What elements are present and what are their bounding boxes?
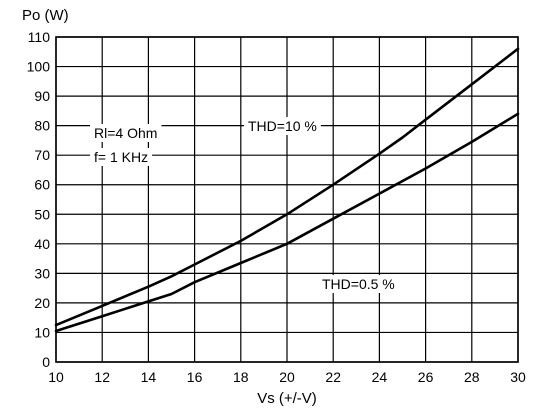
y-tick-label: 60 bbox=[34, 177, 50, 193]
x-tick-label: 20 bbox=[279, 369, 295, 385]
y-tick-label: 80 bbox=[34, 118, 50, 134]
x-tick-label: 18 bbox=[233, 369, 249, 385]
x-tick-labels: 10 12 14 16 18 20 22 24 26 28 30 bbox=[48, 369, 526, 385]
series-label-thd10-backdrop bbox=[244, 117, 321, 135]
y-tick-label: 50 bbox=[34, 206, 50, 222]
series-lines bbox=[54, 47, 520, 333]
series-line-thd10 bbox=[54, 47, 520, 327]
y-tick-labels: 0 10 20 30 40 50 60 70 80 90 100 110 bbox=[27, 29, 51, 370]
x-tick-label: 14 bbox=[141, 369, 157, 385]
y-tick-label: 100 bbox=[27, 59, 51, 75]
x-tick-label: 16 bbox=[187, 369, 203, 385]
y-tick-label: 70 bbox=[34, 147, 50, 163]
x-tick-label: 24 bbox=[372, 369, 388, 385]
grid bbox=[55, 36, 519, 363]
x-axis-title: Vs (+/-V) bbox=[257, 390, 317, 407]
x-tick-label: 12 bbox=[94, 369, 110, 385]
annotation-rl-backdrop bbox=[90, 124, 162, 142]
annotation-frequency: f= 1 KHz bbox=[94, 149, 148, 165]
x-tick-label: 28 bbox=[464, 369, 480, 385]
y-tick-label: 90 bbox=[34, 88, 50, 104]
x-tick-label: 22 bbox=[325, 369, 341, 385]
annotation-load-resistance: Rl=4 Ohm bbox=[94, 125, 157, 141]
series-line-thd05 bbox=[54, 112, 520, 333]
y-tick-label: 10 bbox=[34, 324, 50, 340]
y-tick-label: 30 bbox=[34, 265, 50, 281]
y-tick-label: 0 bbox=[42, 354, 50, 370]
plot-frame bbox=[55, 36, 519, 363]
series-label-thd05-backdrop bbox=[318, 275, 399, 293]
y-tick-label: 110 bbox=[28, 29, 51, 45]
x-tick-label: 30 bbox=[510, 369, 526, 385]
series-label-thd10: THD=10 % bbox=[248, 118, 317, 134]
y-tick-label: 20 bbox=[34, 295, 50, 311]
x-tick-label: 26 bbox=[418, 369, 434, 385]
y-tick-label: 40 bbox=[34, 236, 50, 252]
annotation-f-backdrop bbox=[90, 148, 153, 166]
y-axis-title: Po (W) bbox=[22, 7, 69, 24]
x-tick-label: 10 bbox=[48, 369, 64, 385]
series-label-thd05: THD=0.5 % bbox=[322, 276, 395, 292]
